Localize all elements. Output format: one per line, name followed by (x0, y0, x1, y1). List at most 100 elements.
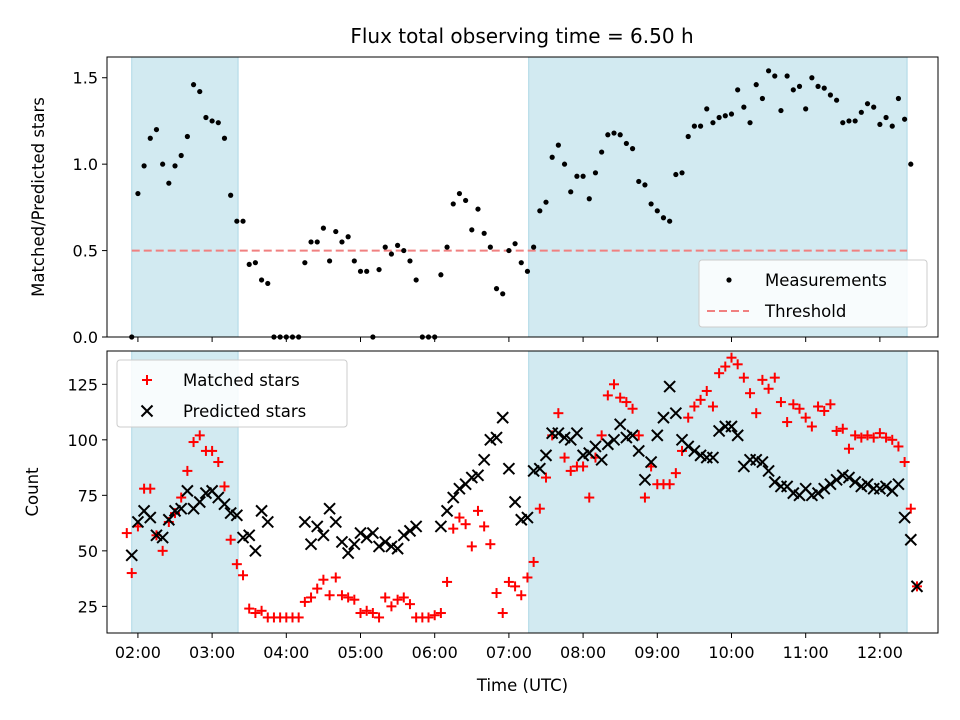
predicted-star-point (125, 549, 138, 562)
matched-star-point (491, 588, 502, 599)
bottom-ytick-label: 75 (78, 486, 98, 505)
matched-star-point (763, 383, 774, 394)
matched-star-point (769, 372, 780, 383)
matched-star-point (701, 385, 712, 396)
predicted-star-point (768, 475, 781, 489)
measurement-point (197, 88, 203, 95)
predicted-star-point (354, 526, 367, 540)
matched-star-point (831, 425, 842, 436)
measurement-point (500, 291, 506, 297)
predicted-star-point (261, 515, 274, 529)
measurement-point (246, 261, 252, 268)
matched-star-point (219, 481, 230, 492)
measurement-point (190, 82, 197, 88)
measurement-point (481, 230, 487, 236)
measurement-point (902, 116, 908, 122)
matched-star-point (677, 445, 688, 456)
measurement-point (599, 149, 605, 155)
matched-star-point (695, 394, 706, 405)
measurement-point (512, 241, 518, 247)
predicted-star-point (409, 520, 423, 533)
matched-star-point (782, 417, 793, 428)
predicted-star-point (366, 526, 380, 540)
measurement-point (444, 244, 450, 250)
predicted-star-point (892, 478, 905, 491)
measurement-point (364, 268, 370, 274)
measurement-point (153, 126, 160, 133)
measurement-point (326, 258, 333, 264)
measurement-point (506, 247, 512, 254)
measurement-point (203, 114, 209, 121)
measurement-point (580, 173, 586, 179)
measurement-point (877, 121, 883, 128)
measurement-point (555, 142, 561, 148)
predicted-star-point (663, 380, 676, 393)
matched-star-point (837, 423, 848, 434)
measurement-point (617, 132, 623, 138)
measurement-point (407, 258, 413, 264)
predicted-star-point (243, 529, 256, 542)
predicted-star-point (756, 455, 769, 469)
measurement-point (889, 123, 895, 129)
matched-star-point (621, 397, 632, 408)
predicted-star-point (329, 515, 342, 529)
matched-star-point (312, 583, 323, 594)
measurement-point (141, 163, 147, 169)
measurement-point (592, 170, 599, 176)
bottom-legend: Matched stars Predicted stars (116, 359, 348, 428)
legend-label-predicted-stars: Predicted stars (183, 402, 306, 421)
matched-star-point (250, 608, 261, 619)
predicted-star-point (842, 471, 856, 484)
matched-star-point (738, 372, 749, 383)
measurement-point (314, 239, 320, 245)
matched-star-point (602, 390, 613, 401)
matched-star-point (868, 432, 879, 443)
predicted-star-point (508, 495, 522, 509)
matched-star-point (126, 568, 137, 579)
matched-star-point (157, 545, 168, 556)
predicted-star-point (440, 504, 454, 518)
matched-star-point (231, 559, 242, 570)
measurement-point (469, 227, 475, 233)
matched-star-point (374, 612, 385, 623)
measurement-point (648, 201, 654, 207)
measurement-point (475, 206, 481, 212)
measurement-point (401, 247, 407, 254)
measurement-point (333, 228, 339, 235)
predicted-star-point (403, 524, 417, 538)
measurement-point (809, 75, 815, 81)
measurement-point (487, 244, 493, 250)
predicted-star-point (181, 484, 194, 498)
matched-star-point (565, 465, 576, 476)
matched-star-point (553, 408, 564, 419)
measurement-point (908, 161, 914, 167)
bottom-xtick-label: 03:00 (189, 643, 235, 662)
measurement-point (871, 104, 877, 110)
measurement-point (438, 272, 444, 278)
measurement-point (376, 266, 382, 273)
measurement-point (642, 182, 648, 188)
bottom-xtick-label: 10:00 (708, 643, 754, 662)
measurement-point (178, 152, 184, 159)
matched-star-point (225, 534, 236, 545)
top-ytick-label: 1.5 (73, 69, 98, 88)
matched-star-point (306, 592, 317, 603)
measurement-point (759, 95, 766, 102)
measurement-point (895, 95, 902, 102)
matched-star-point (609, 379, 620, 390)
matched-star-point (121, 528, 132, 539)
predicted-star-point (502, 462, 516, 475)
matched-star-point (466, 541, 477, 552)
matched-star-point (293, 612, 304, 623)
measurement-point (765, 68, 772, 74)
predicted-star-point (688, 444, 701, 458)
predicted-star-point (910, 580, 924, 593)
predicted-star-point (144, 511, 157, 524)
predicted-star-point (304, 537, 318, 551)
measurement-point (518, 260, 524, 266)
legend-matched-marker (142, 375, 152, 385)
matched-star-point (516, 590, 527, 601)
measurement-point (623, 140, 629, 147)
measurement-point (265, 280, 271, 287)
